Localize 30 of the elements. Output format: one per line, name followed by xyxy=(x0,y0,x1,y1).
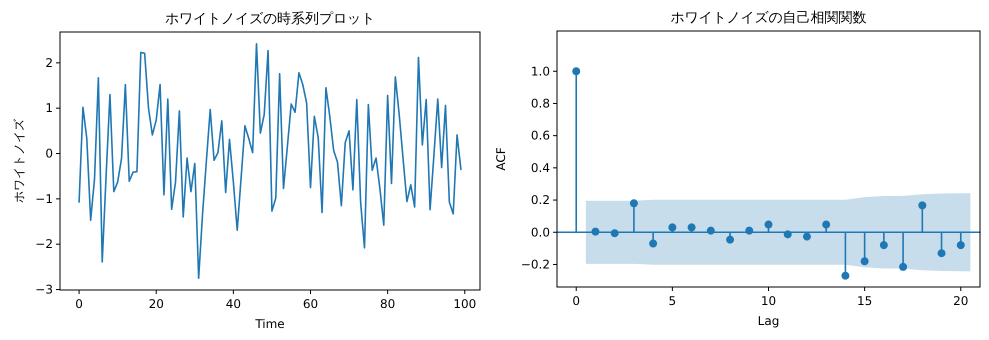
y-tick-label: 0.0 xyxy=(530,225,550,240)
x-tick-label: 15 xyxy=(856,294,872,308)
x-tick-label: 5 xyxy=(668,294,676,308)
y-tick-label: 1.0 xyxy=(530,64,550,78)
y-tick-label: 0.6 xyxy=(530,128,550,143)
y-tick-label: 2 xyxy=(45,56,53,70)
y-tick-label: 0.8 xyxy=(530,96,550,110)
x-tick-label: 60 xyxy=(302,297,318,311)
x-tick-label: 20 xyxy=(148,297,164,311)
y-tick-label: −3 xyxy=(35,282,53,297)
y-tick-label: −0.2 xyxy=(520,257,550,272)
y-tick-label: 0.4 xyxy=(530,160,550,175)
chart-title: ホワイトノイズの自己相関関数 xyxy=(670,10,866,26)
chart-title: ホワイトノイズの時系列プロット xyxy=(165,11,375,27)
x-tick-label: 80 xyxy=(380,297,396,311)
y-tick-label: 0 xyxy=(45,146,53,161)
x-axis-title: Lag xyxy=(758,314,780,328)
x-tick-label: 40 xyxy=(226,297,241,311)
x-tick-label: 0 xyxy=(75,297,83,311)
x-axis-title: Time xyxy=(254,317,285,331)
x-tick-label: 10 xyxy=(760,294,776,308)
y-tick-label: 0.2 xyxy=(530,193,550,208)
y-tick-label: 1 xyxy=(45,101,53,116)
x-tick-label: 0 xyxy=(572,294,580,308)
x-tick-label: 100 xyxy=(453,297,476,311)
y-axis-title: ホワイトノイズ xyxy=(12,118,26,203)
x-tick-label: 20 xyxy=(953,294,968,308)
y-tick-label: −2 xyxy=(35,237,53,252)
y-tick-label: −1 xyxy=(35,192,53,206)
y-axis-title: ACF xyxy=(494,147,508,171)
